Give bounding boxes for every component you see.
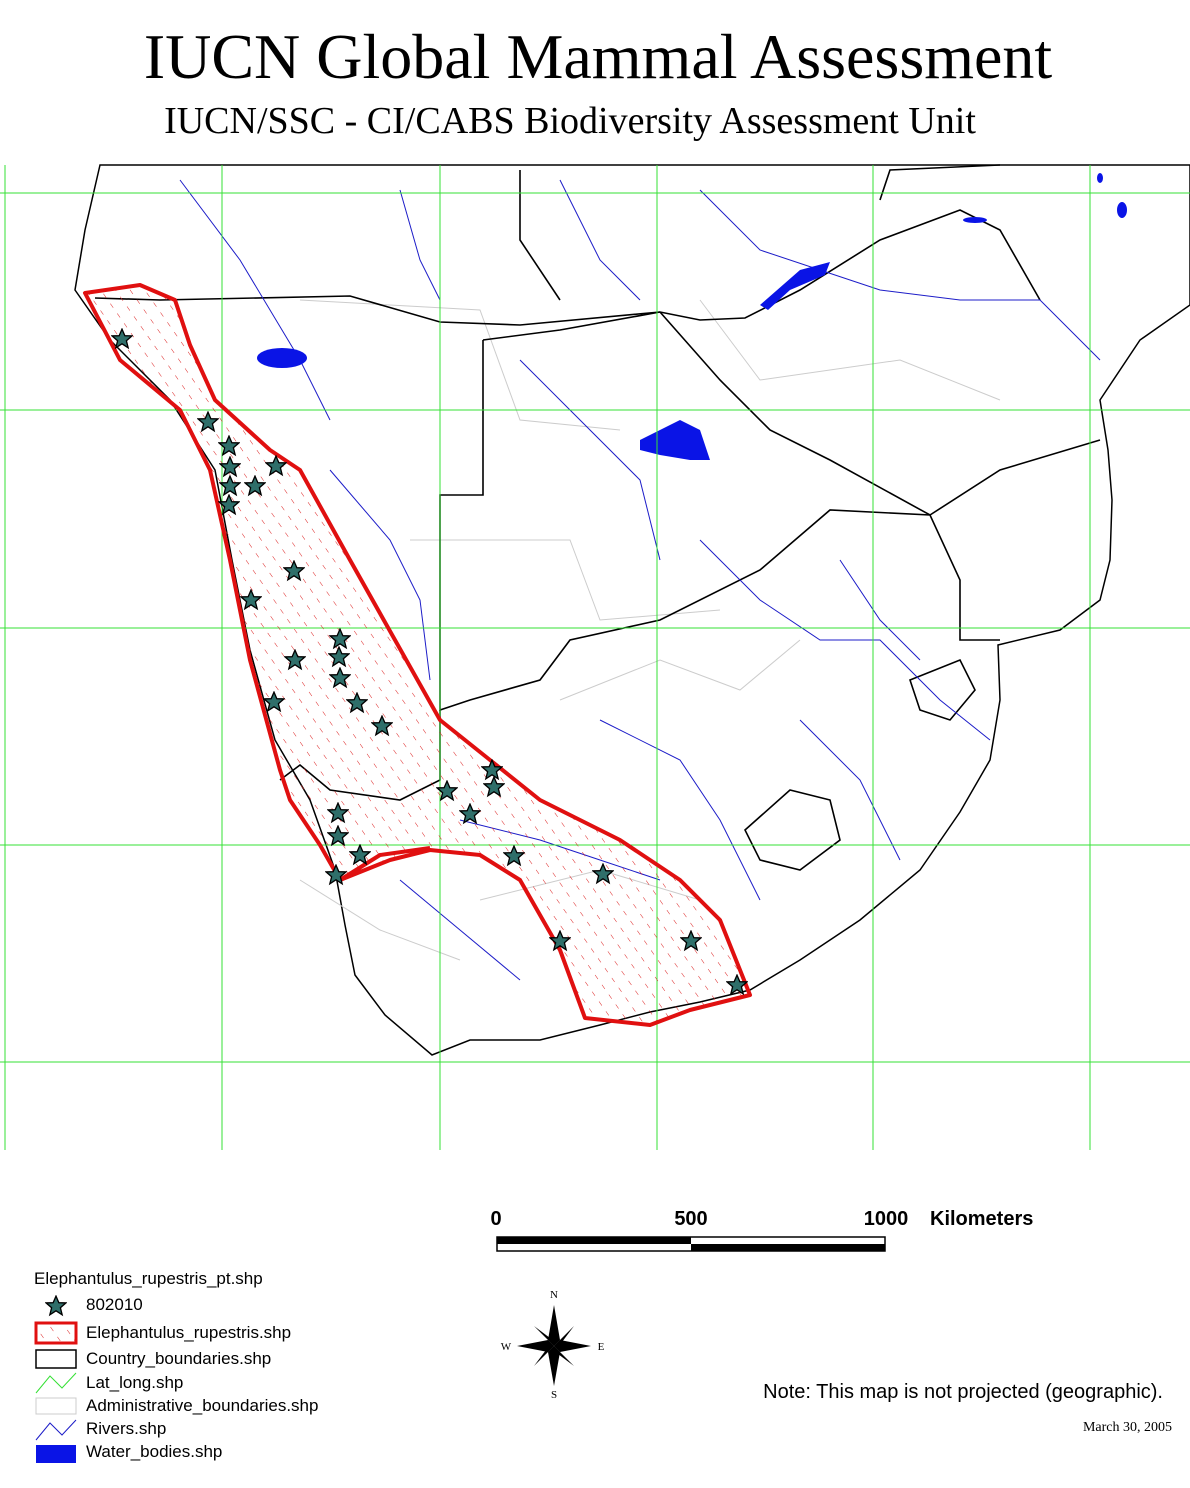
map — [0, 164, 1190, 1150]
legend-item: Rivers.shp — [86, 1419, 166, 1438]
legend-item: Lat_long.shp — [86, 1373, 183, 1392]
admin-boundaries — [299, 299, 1001, 961]
scale-bar: 0 500 1000 Kilometers — [490, 1208, 1033, 1252]
legend-item: Country_boundaries.shp — [86, 1349, 271, 1368]
legend-title: Elephantulus_rupestris_pt.shp — [34, 1269, 263, 1288]
species-range — [83, 283, 752, 1027]
legend-item: 802010 — [86, 1295, 143, 1314]
scale-unit: Kilometers — [930, 1208, 1033, 1230]
compass-s: S — [551, 1389, 557, 1401]
compass: N S E W — [501, 1289, 605, 1401]
scale-label: 500 — [674, 1208, 707, 1230]
title: IUCN Global Mammal Assessment — [144, 21, 1053, 92]
legend-item: Administrative_boundaries.shp — [86, 1396, 318, 1415]
compass-e: E — [598, 1341, 605, 1353]
legend-item: Elephantulus_rupestris.shp — [86, 1323, 291, 1342]
scale-label: 1000 — [864, 1208, 909, 1230]
compass-n: N — [550, 1289, 558, 1301]
compass-w: W — [501, 1341, 512, 1353]
scale-label: 0 — [490, 1208, 501, 1230]
date: March 30, 2005 — [1083, 1420, 1172, 1435]
subtitle: IUCN/SSC - CI/CABS Biodiversity Assessme… — [164, 100, 976, 142]
note: Note: This map is not projected (geograp… — [763, 1381, 1163, 1403]
legend-item: Water_bodies.shp — [86, 1442, 222, 1461]
legend: Elephantulus_rupestris_pt.shp 802010 Ele… — [34, 1269, 318, 1463]
